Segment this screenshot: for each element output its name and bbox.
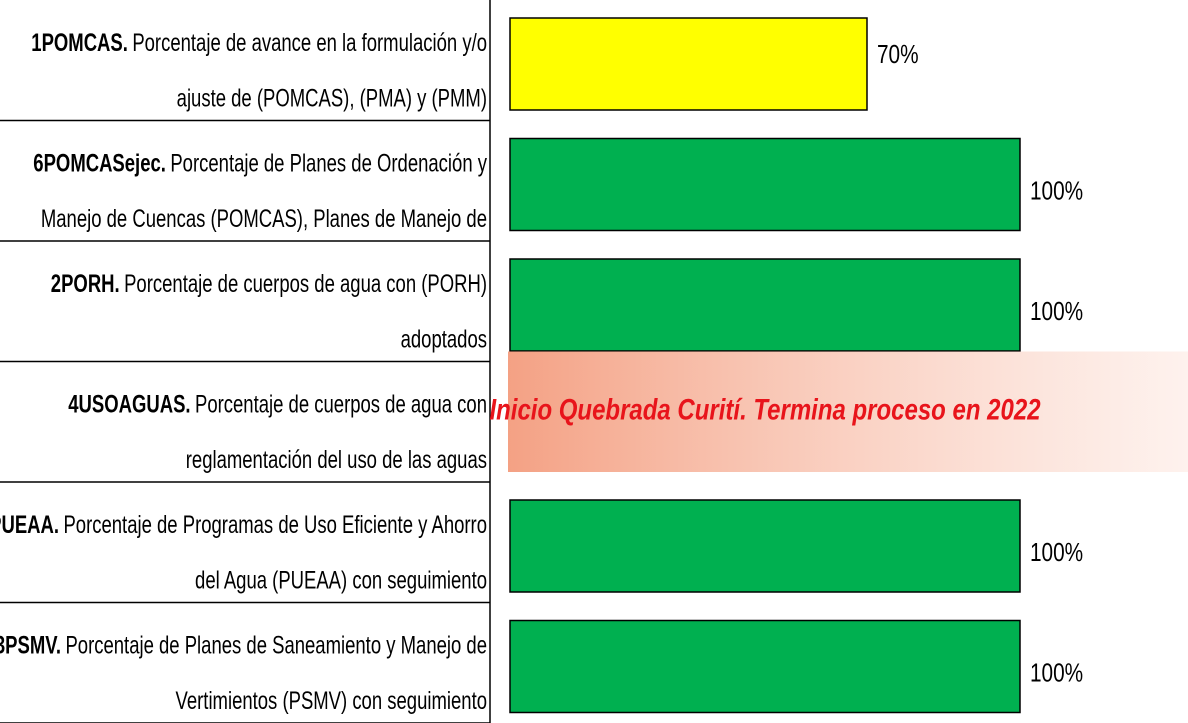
category-label: 2PORH. Porcentaje de cuerpos de agua con … (51, 269, 487, 353)
label-line: 6POMCASejec. Porcentaje de Planes de Orde… (33, 148, 487, 176)
label-text: Porcentaje de cuerpos de agua con (195, 389, 487, 417)
category-label: 4USOAGUAS. Porcentaje de cuerpos de agua … (68, 389, 487, 473)
value-label-wrap: 100% (1030, 297, 1083, 326)
bar (509, 258, 1021, 352)
label-code: 5PUEAA. (0, 510, 59, 538)
value-label: 100% (1030, 658, 1083, 687)
annotation-text: Inicio Quebrada Curití. Termina proceso … (489, 392, 1040, 426)
label-text: Porcentaje de cuerpos de agua con (PORH) (124, 269, 487, 297)
label-code: 4USOAGUAS. (68, 389, 190, 417)
label-line: 3PSMV. Porcentaje de Planes de Saneamient… (0, 630, 487, 658)
label-line: del Agua (PUEAA) con seguimiento (195, 566, 487, 594)
category-label: 3PSMV. Porcentaje de Planes de Saneamient… (0, 630, 487, 714)
value-label: 100% (1030, 297, 1083, 326)
bar (509, 499, 1021, 593)
label-text: Porcentaje de avance en la formulación y… (132, 28, 487, 56)
bar (509, 137, 1021, 232)
value-label-wrap: 70% (877, 40, 919, 69)
label-text: Porcentaje de Planes de Saneamiento y Ma… (65, 630, 487, 658)
label-line: adoptados (401, 325, 487, 353)
category-label: 6POMCASejec. Porcentaje de Planes de Orde… (33, 148, 487, 232)
value-label: 100% (1030, 176, 1083, 205)
bar (509, 17, 868, 111)
value-label-wrap: 100% (1030, 658, 1083, 687)
label-line: 5PUEAA.Porcentaje de Programas de Uso Ef… (0, 510, 487, 538)
label-code: 2PORH. (51, 269, 120, 297)
label-line: 1POMCAS. Porcentaje de avance en la formu… (31, 28, 487, 56)
label-line: 2PORH. Porcentaje de cuerpos de agua con … (51, 269, 487, 297)
label-line: ajuste de (POMCAS), (PMA) y (PMM) (177, 84, 487, 112)
label-line: 4USOAGUAS. Porcentaje de cuerpos de agua … (68, 389, 487, 417)
value-label: 100% (1030, 538, 1083, 567)
label-text: Porcentaje de Planes de Ordenación y (170, 148, 487, 176)
label-code: 3PSMV. (0, 630, 61, 658)
label-line: reglamentación del uso de las aguas (186, 445, 487, 473)
category-label: 5PUEAA.Porcentaje de Programas de Uso Ef… (0, 510, 487, 594)
label-code: 6POMCASejec. (33, 148, 166, 176)
value-label: 70% (877, 40, 919, 69)
category-label: 1POMCAS. Porcentaje de avance en la formu… (31, 28, 487, 112)
label-code: 1POMCAS. (31, 28, 128, 56)
value-label-wrap: 100% (1030, 176, 1083, 205)
annotation-band (508, 351, 1188, 472)
label-line: Vertimientos (PSMV) con seguimiento (176, 686, 487, 714)
label-line: Manejo de Cuencas (POMCAS), Planes de Ma… (41, 204, 487, 232)
bar (509, 619, 1021, 714)
value-label-wrap: 100% (1030, 538, 1083, 567)
annotation: Inicio Quebrada Curití. Termina proceso … (489, 392, 1040, 426)
label-text: Porcentaje de Programas de Uso Eficiente… (63, 510, 487, 538)
